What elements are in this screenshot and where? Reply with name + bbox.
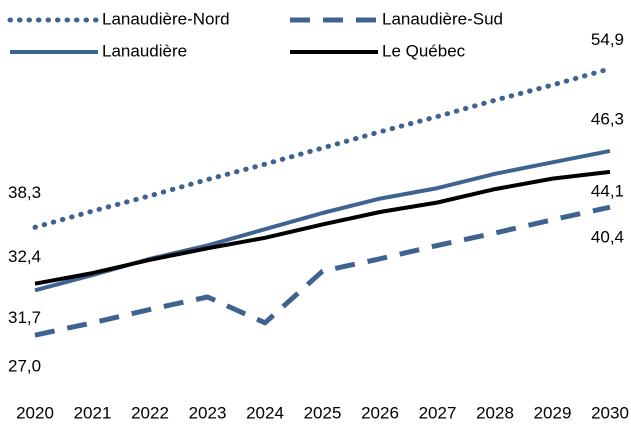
series-line [32,66,613,230]
x-tick-label: 2027 [419,403,457,422]
x-tick-label: 2026 [361,403,399,422]
series-line [34,148,611,293]
x-tick-label: 2028 [476,403,514,422]
data-label: 44,1 [591,181,624,200]
data-label: 38,3 [8,183,41,202]
x-tick-label: 2029 [534,403,572,422]
data-label: 46,3 [591,109,624,128]
data-label: 32,4 [8,247,41,266]
x-tick-label: 2020 [16,403,54,422]
legend-label: Lanaudière-Sud [382,9,503,28]
legend-label: Lanaudière [102,41,187,60]
series-line [34,204,611,338]
data-label: 54,9 [591,30,624,49]
x-tick-label: 2025 [304,403,342,422]
legend-label: Le Québec [382,41,466,60]
x-tick-label: 2022 [131,403,169,422]
x-tick-label: 2023 [189,403,227,422]
x-tick-label: 2021 [74,403,112,422]
series-line [34,169,611,286]
data-label: 31,7 [8,308,41,327]
legend-label: Lanaudière-Nord [102,9,230,28]
x-tick-label: 2024 [246,403,284,422]
data-label: 27,0 [8,357,41,376]
data-label: 40,4 [591,228,624,247]
x-tick-label: 2030 [591,403,629,422]
